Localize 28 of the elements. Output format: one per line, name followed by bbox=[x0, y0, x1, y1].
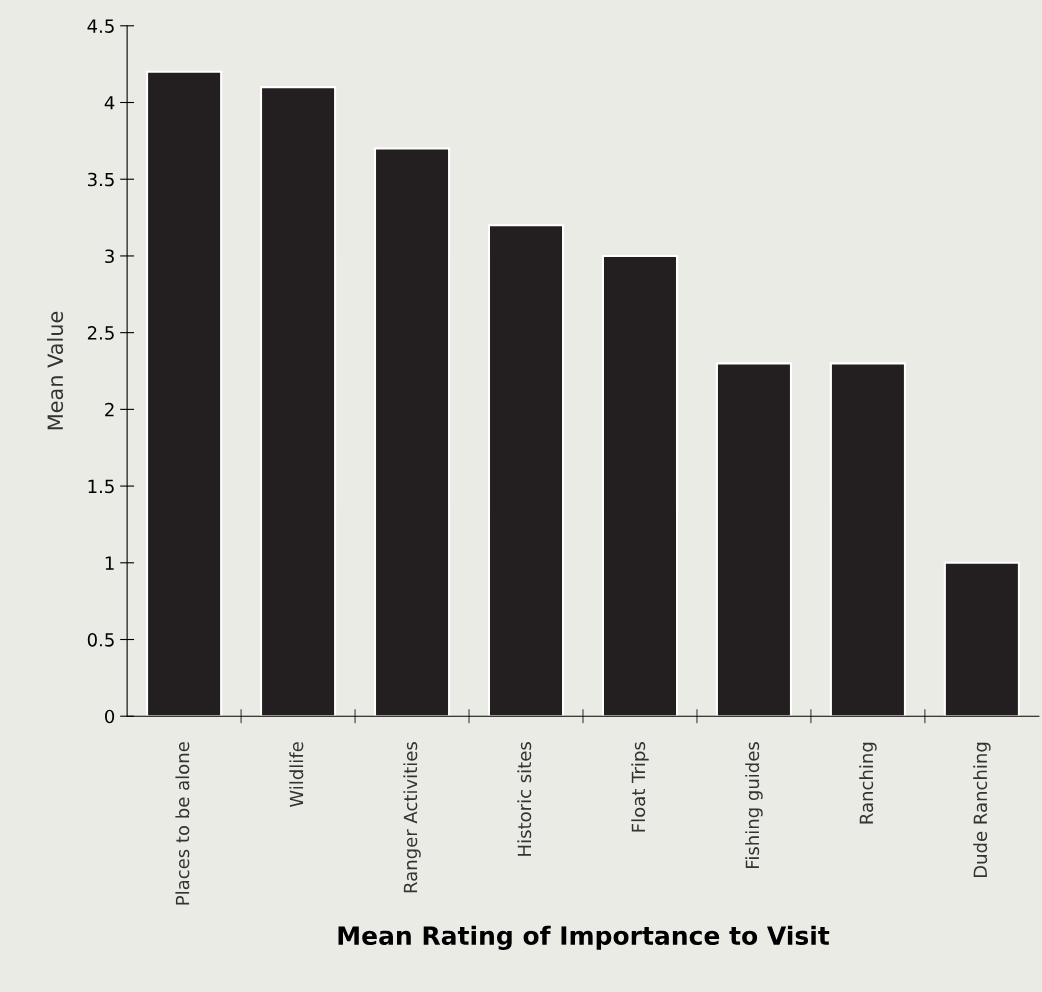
x-tick-label: Fishing guides bbox=[745, 742, 763, 868]
bar bbox=[715, 362, 793, 717]
bar bbox=[943, 561, 1020, 717]
x-tick-label: Ranching bbox=[859, 742, 877, 824]
bar bbox=[260, 86, 337, 717]
bar bbox=[487, 224, 565, 717]
x-axis-title: Mean Rating of Importance to Visit bbox=[338, 925, 830, 951]
bar bbox=[601, 254, 679, 717]
y-tick-label: 1 bbox=[105, 556, 114, 570]
bar bbox=[146, 70, 223, 717]
y-tick-label: 0 bbox=[105, 709, 115, 724]
y-tick-label: 0.5 bbox=[87, 632, 114, 647]
x-tick-label: Float Trips bbox=[631, 742, 649, 832]
y-tick-label: 2.5 bbox=[87, 326, 114, 340]
y-tick-label: 2 bbox=[105, 402, 114, 417]
y-axis-title: Mean Value bbox=[47, 311, 64, 430]
y-tick-label: 4.5 bbox=[87, 19, 114, 33]
y-tick-label: 3 bbox=[105, 249, 114, 264]
x-tick-label: Dude Ranching bbox=[973, 742, 991, 878]
x-tick-label: Historic sites bbox=[517, 742, 532, 856]
bar bbox=[373, 147, 451, 717]
x-tick-label: Wildlife bbox=[289, 742, 304, 808]
bar bbox=[829, 362, 906, 717]
x-tick-label: Ranger Activities bbox=[403, 742, 421, 893]
x-tick-label: Places to be alone bbox=[175, 742, 190, 905]
y-tick-label: 4 bbox=[104, 96, 115, 110]
y-tick-label: 1.5 bbox=[88, 479, 114, 494]
y-tick-label: 3.5 bbox=[87, 172, 114, 187]
